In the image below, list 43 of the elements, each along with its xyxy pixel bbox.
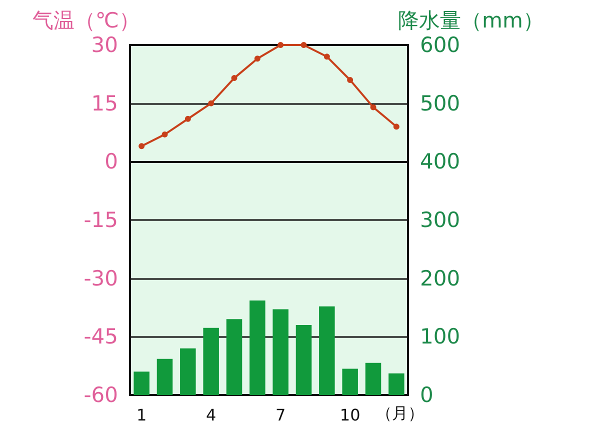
x-tick-label: 1 <box>136 406 147 424</box>
y2-tick-label: 100 <box>420 324 460 349</box>
y2-tick-label: 500 <box>420 91 460 116</box>
point <box>393 124 400 130</box>
point <box>278 42 284 48</box>
bar <box>180 348 196 395</box>
bar <box>156 358 173 395</box>
y2-tick-label: 400 <box>420 150 460 174</box>
point <box>254 56 260 62</box>
bar <box>388 373 404 395</box>
point <box>184 116 191 122</box>
y-axis-title: 气温（℃） <box>32 8 140 32</box>
bar <box>250 300 266 395</box>
point <box>208 100 214 106</box>
y-tick-label: -60 <box>84 383 118 407</box>
bar <box>134 372 150 395</box>
bar <box>203 328 219 395</box>
point <box>231 75 238 82</box>
bar <box>365 362 382 395</box>
y-tick-label: 15 <box>91 91 118 116</box>
y2-tick-label: 300 <box>420 208 460 232</box>
point <box>162 131 168 138</box>
y-tick-label: -45 <box>84 324 118 349</box>
y2-tick-label: 600 <box>420 33 460 57</box>
point <box>138 143 145 150</box>
bar <box>296 325 312 395</box>
bar <box>226 319 242 395</box>
y-tick-label: 30 <box>91 33 118 57</box>
x-tick-label: 7 <box>275 406 286 424</box>
bar <box>342 368 358 395</box>
x-tick-label: 10 <box>340 406 360 424</box>
y2-axis-title: 降水量（mm） <box>398 8 544 32</box>
y-tick-label: 0 <box>104 150 118 174</box>
bar <box>319 306 335 395</box>
y-tick-label: -30 <box>84 266 118 290</box>
x-tick-label: 4 <box>206 406 216 424</box>
point <box>324 54 330 60</box>
point <box>300 42 307 48</box>
y-tick-label: -15 <box>84 208 118 232</box>
point <box>370 104 376 110</box>
point <box>347 77 354 83</box>
y2-tick-label: 200 <box>420 266 460 290</box>
bar <box>272 309 288 395</box>
